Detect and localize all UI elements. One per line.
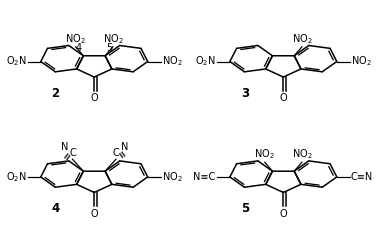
Text: O: O <box>91 209 98 219</box>
Text: N: N <box>121 142 128 152</box>
Text: 5: 5 <box>106 43 113 53</box>
Text: ≡: ≡ <box>114 149 127 161</box>
Text: ≡: ≡ <box>62 149 74 161</box>
Text: NO$_2$: NO$_2$ <box>103 32 123 46</box>
Text: O: O <box>279 93 287 103</box>
Text: NO$_2$: NO$_2$ <box>254 148 275 161</box>
Text: NO$_2$: NO$_2$ <box>162 170 182 184</box>
Text: C≡N: C≡N <box>351 172 373 182</box>
Text: C: C <box>69 148 76 158</box>
Text: O$_2$N: O$_2$N <box>195 55 216 68</box>
Text: 4: 4 <box>52 202 60 215</box>
Text: 3: 3 <box>241 87 249 100</box>
Text: NO$_2$: NO$_2$ <box>351 55 372 68</box>
Text: NO$_2$: NO$_2$ <box>65 32 86 46</box>
Text: 4: 4 <box>76 43 82 53</box>
Text: O: O <box>279 209 287 219</box>
Text: NO$_2$: NO$_2$ <box>292 32 312 46</box>
Text: N≡C: N≡C <box>194 172 216 182</box>
Text: O$_2$N: O$_2$N <box>6 55 27 68</box>
Text: O: O <box>91 93 98 103</box>
Text: C: C <box>113 148 120 158</box>
Text: 5: 5 <box>241 202 249 215</box>
Text: NO$_2$: NO$_2$ <box>162 55 182 68</box>
Text: O$_2$N: O$_2$N <box>6 170 27 184</box>
Text: 2: 2 <box>52 87 60 100</box>
Text: NO$_2$: NO$_2$ <box>292 148 312 161</box>
Text: N: N <box>60 142 68 152</box>
